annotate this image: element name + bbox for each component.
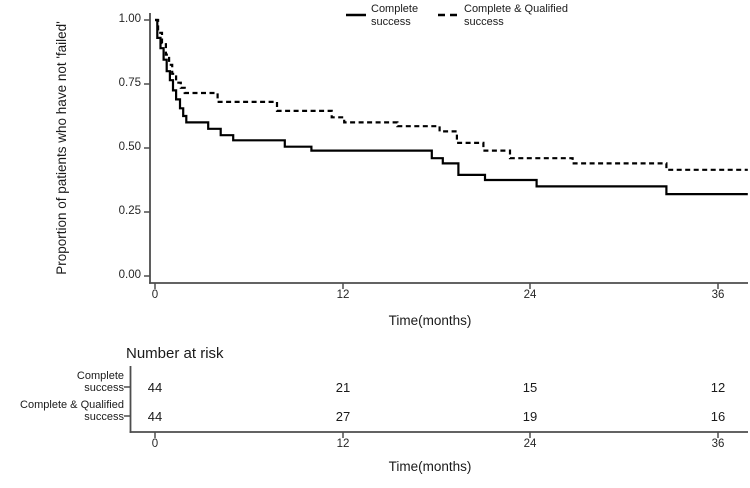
x-tick-label: 36 (711, 289, 725, 301)
risk-x-tick-label: 0 (151, 438, 159, 450)
risk-row-label-line2: success (84, 411, 124, 423)
legend-item-complete-success: Complete success (371, 3, 418, 28)
legend-item-complete-qualified-success: Complete & Qualified success (464, 3, 568, 28)
risk-row-label-line2: success (84, 382, 124, 394)
risk-count: 12 (710, 380, 726, 395)
risk-x-tick-label: 36 (711, 438, 725, 450)
risk-count: 44 (147, 380, 163, 395)
km-curve-solid (155, 18, 748, 196)
legend-label-line1: Complete (371, 3, 419, 15)
risk-row-label-complete-qualified-success: Complete & Qualified success (0, 399, 124, 423)
risk-count: 15 (522, 380, 538, 395)
x-axis-title: Time(months) (388, 313, 472, 328)
risk-row-label-line1: Complete (76, 370, 124, 382)
y-tick-label: 1.00 (118, 13, 141, 25)
risk-count: 27 (335, 409, 351, 424)
risk-count: 21 (335, 380, 351, 395)
risk-x-tick-label: 24 (523, 438, 537, 450)
risk-x-tick-label: 12 (336, 438, 350, 450)
x-tick-label: 12 (336, 289, 350, 301)
y-tick-label: 0.25 (118, 205, 141, 217)
risk-table-x-axis-title: Time(months) (388, 459, 472, 474)
y-tick-label: 0.00 (118, 269, 141, 281)
risk-table-canvas (124, 366, 748, 438)
x-tick-label: 24 (523, 289, 537, 301)
legend-label-line2: success (371, 15, 411, 28)
risk-row-label-line1: Complete & Qualified (20, 399, 124, 411)
legend-label-line2: success (464, 15, 504, 28)
y-axis-title: Proportion of patients who have not 'fai… (54, 21, 69, 275)
risk-count: 16 (710, 409, 726, 424)
risk-table-title: Number at risk (126, 345, 224, 362)
risk-count: 19 (522, 409, 538, 424)
y-tick-label: 0.75 (118, 77, 141, 89)
km-curve-dashed (155, 18, 748, 171)
legend-label-line1: Complete & Qualified (464, 3, 568, 15)
risk-row-label-complete-success: Complete success (0, 370, 124, 394)
y-tick-label: 0.50 (118, 141, 141, 153)
x-tick-label: 0 (151, 289, 159, 301)
survival-plot-canvas (144, 13, 748, 289)
risk-count: 44 (147, 409, 163, 424)
